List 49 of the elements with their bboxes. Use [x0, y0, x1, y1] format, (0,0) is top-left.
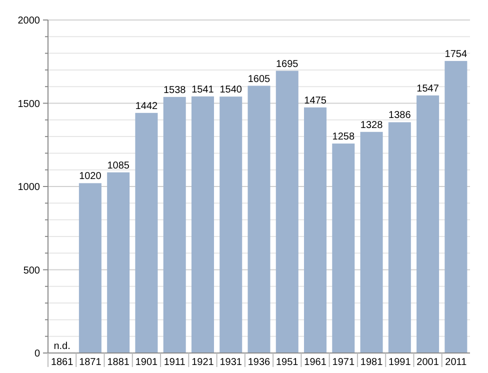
y-tick-label: 1000: [18, 182, 40, 193]
bar: [107, 172, 130, 353]
bar: [248, 86, 270, 353]
data-label: 1540: [220, 84, 242, 96]
data-label: 1541: [192, 84, 214, 96]
x-tick-label: 1921: [192, 357, 214, 368]
bar: [78, 183, 102, 353]
y-tick-label: 2000: [18, 16, 40, 26]
x-tick-label: 1871: [79, 357, 102, 368]
x-tick-label: 1881: [107, 357, 130, 368]
x-tick-label: 2001: [416, 357, 440, 368]
data-label: 1328: [360, 120, 384, 131]
x-tick-label: 1951: [276, 357, 299, 368]
text: n.d.: [54, 341, 70, 352]
bar: [444, 60, 468, 353]
bar: [191, 96, 214, 353]
bar: [416, 95, 440, 353]
x-tick-label: 1861: [50, 357, 74, 368]
data-label: 1085: [107, 160, 130, 172]
bar: [388, 122, 411, 353]
x-tick-label: 1936: [248, 357, 271, 368]
data-label: 1605: [248, 74, 271, 85]
x-tick-label: 1991: [388, 357, 412, 368]
y-tick-label: 500: [23, 265, 40, 276]
data-label: 1020: [79, 171, 102, 182]
bar: [163, 96, 186, 353]
x-tick-label: 1911: [164, 357, 186, 368]
x-tick-label: 1901: [135, 357, 158, 368]
bar: [276, 70, 298, 353]
data-label: 1258: [332, 132, 355, 143]
x-tick-label: 2011: [445, 357, 468, 368]
y-tick-label: 1500: [18, 98, 40, 110]
data-label: 1538: [163, 84, 186, 96]
bar: [332, 144, 355, 353]
bar: [135, 112, 158, 353]
data-label: 1386: [388, 110, 412, 122]
data-label: 1442: [135, 100, 158, 112]
x-tick-label: 1961: [304, 357, 327, 368]
bar: [304, 107, 327, 353]
data-label: 1695: [276, 58, 299, 70]
data-label: 1475: [304, 95, 327, 106]
y-tick-label: 0: [34, 348, 40, 360]
x-tick-label: 1981: [360, 357, 384, 368]
bar: [220, 96, 242, 353]
x-tick-label: 1971: [332, 357, 355, 368]
data-label: 1754: [444, 48, 468, 60]
data-label: 1547: [416, 83, 440, 94]
x-tick-label: 1931: [220, 357, 242, 368]
bar: [360, 132, 383, 353]
